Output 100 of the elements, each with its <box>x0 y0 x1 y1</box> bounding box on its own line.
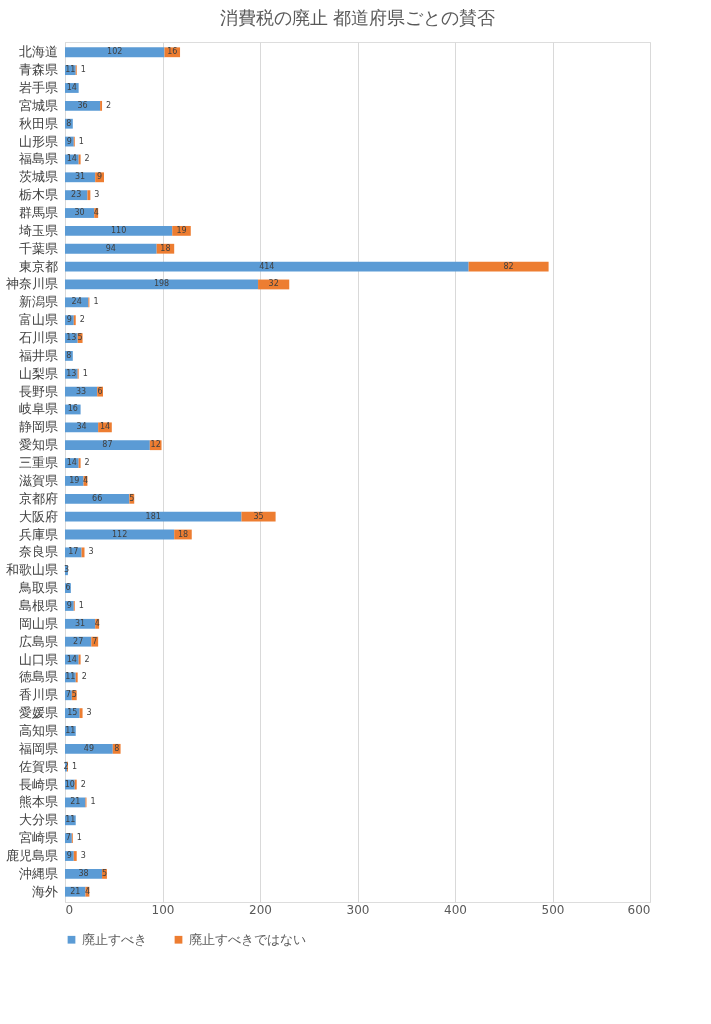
data-label: 1 <box>80 65 86 75</box>
y-tick-label: 長崎県 <box>18 776 58 792</box>
y-tick-label: 新潟県 <box>18 294 58 310</box>
data-label: 8 <box>66 350 72 360</box>
data-label: 12 <box>150 440 161 450</box>
data-label: 31 <box>75 172 86 182</box>
data-label: 10 <box>64 779 75 789</box>
data-label: 3 <box>94 190 100 200</box>
data-label: 66 <box>92 493 103 503</box>
data-label: 23 <box>71 190 82 200</box>
data-label: 1 <box>82 368 88 378</box>
y-tick-label: 熊本県 <box>18 794 58 810</box>
y-tick-label: 長野県 <box>18 383 58 399</box>
data-label: 14 <box>66 654 77 664</box>
y-tick-label: 和歌山県 <box>5 562 58 578</box>
y-tick-label: 奈良県 <box>18 544 58 560</box>
data-label: 7 <box>65 690 71 700</box>
y-tick-label: 富山県 <box>18 312 58 328</box>
data-label: 2 <box>84 154 90 164</box>
data-label: 21 <box>70 886 81 896</box>
data-label: 8 <box>114 743 120 753</box>
data-label: 1 <box>76 833 82 843</box>
data-label: 13 <box>66 333 77 343</box>
data-label: 9 <box>66 136 72 146</box>
x-tick-label: 600 <box>627 902 651 917</box>
data-label: 1 <box>93 297 99 307</box>
data-label: 5 <box>77 333 83 343</box>
data-label: 110 <box>110 225 127 235</box>
data-label: 6 <box>97 386 103 396</box>
data-label: 33 <box>75 386 87 396</box>
data-label: 1 <box>78 600 84 610</box>
data-label: 9 <box>66 851 72 861</box>
data-label: 198 <box>153 279 170 289</box>
data-label: 3 <box>88 547 94 557</box>
data-label: 32 <box>268 279 279 289</box>
y-tick-label: 岩手県 <box>18 79 58 95</box>
data-label: 11 <box>65 725 76 735</box>
x-tick-label: 200 <box>249 902 272 917</box>
data-label: 2 <box>84 458 90 468</box>
data-label: 1 <box>78 136 84 146</box>
y-tick-label: 広島県 <box>18 633 58 649</box>
data-label: 31 <box>75 618 86 628</box>
data-label: 49 <box>83 743 94 753</box>
data-label: 82 <box>503 261 514 271</box>
data-label: 14 <box>66 154 77 164</box>
y-tick-label: 石川県 <box>18 330 58 346</box>
data-label: 9 <box>97 172 103 182</box>
data-label: 2 <box>80 779 86 789</box>
data-label: 87 <box>102 440 113 450</box>
y-tick-label: 山口県 <box>18 651 58 667</box>
y-tick-label: 愛媛県 <box>18 705 58 721</box>
y-tick-label: 高知県 <box>18 722 58 738</box>
x-tick-label: 0 <box>65 902 74 917</box>
data-label: 6 <box>65 583 71 593</box>
data-label: 8 <box>66 118 72 128</box>
data-label: 2 <box>79 315 85 325</box>
data-label: 38 <box>78 868 89 878</box>
data-label: 17 <box>68 547 79 557</box>
data-label: 3 <box>80 851 86 861</box>
data-label: 94 <box>105 243 116 253</box>
y-tick-label: 徳島県 <box>18 669 58 685</box>
data-label: 18 <box>177 529 189 539</box>
y-tick-label: 京都府 <box>18 490 58 506</box>
data-label: 11 <box>65 65 76 75</box>
data-label: 4 <box>94 618 100 628</box>
data-label: 112 <box>111 529 128 539</box>
y-tick-label: 山形県 <box>18 133 58 149</box>
data-label: 3 <box>63 565 70 575</box>
legend-label: 廃止すべき <box>82 931 147 947</box>
data-label: 9 <box>66 600 72 610</box>
data-label: 27 <box>73 636 84 646</box>
data-label: 2 <box>106 100 112 110</box>
y-tick-label: 滋賀県 <box>18 472 58 488</box>
data-label: 21 <box>70 797 81 807</box>
y-tick-label: 岐阜県 <box>18 401 58 417</box>
data-label: 4 <box>93 208 99 218</box>
data-label: 19 <box>69 475 80 485</box>
x-tick-label: 300 <box>346 902 370 917</box>
data-label: 36 <box>77 100 88 110</box>
y-tick-label: 山梨県 <box>18 365 58 381</box>
data-label: 30 <box>74 208 85 218</box>
y-tick-label: 静岡県 <box>18 419 58 435</box>
x-tick-label: 400 <box>444 902 467 917</box>
y-tick-label: 宮城県 <box>18 97 58 113</box>
y-tick-label: 海外 <box>31 883 58 899</box>
data-label: 34 <box>76 422 87 432</box>
data-label: 1 <box>71 761 78 771</box>
data-label: 7 <box>65 833 71 843</box>
y-tick-label: 埼玉県 <box>17 222 58 238</box>
legend-label: 廃止すべきではない <box>189 931 306 947</box>
y-tick-label: 大阪府 <box>18 508 58 524</box>
y-tick-label: 佐賀県 <box>18 758 58 774</box>
data-label: 5 <box>129 493 135 503</box>
data-label: 9 <box>66 315 72 325</box>
y-tick-label: 鳥取県 <box>17 580 58 596</box>
x-tick-label: 500 <box>541 902 565 917</box>
data-label: 4 <box>82 475 89 485</box>
data-label: 13 <box>66 368 77 378</box>
data-label: 15 <box>67 708 78 718</box>
data-label: 18 <box>160 243 171 253</box>
